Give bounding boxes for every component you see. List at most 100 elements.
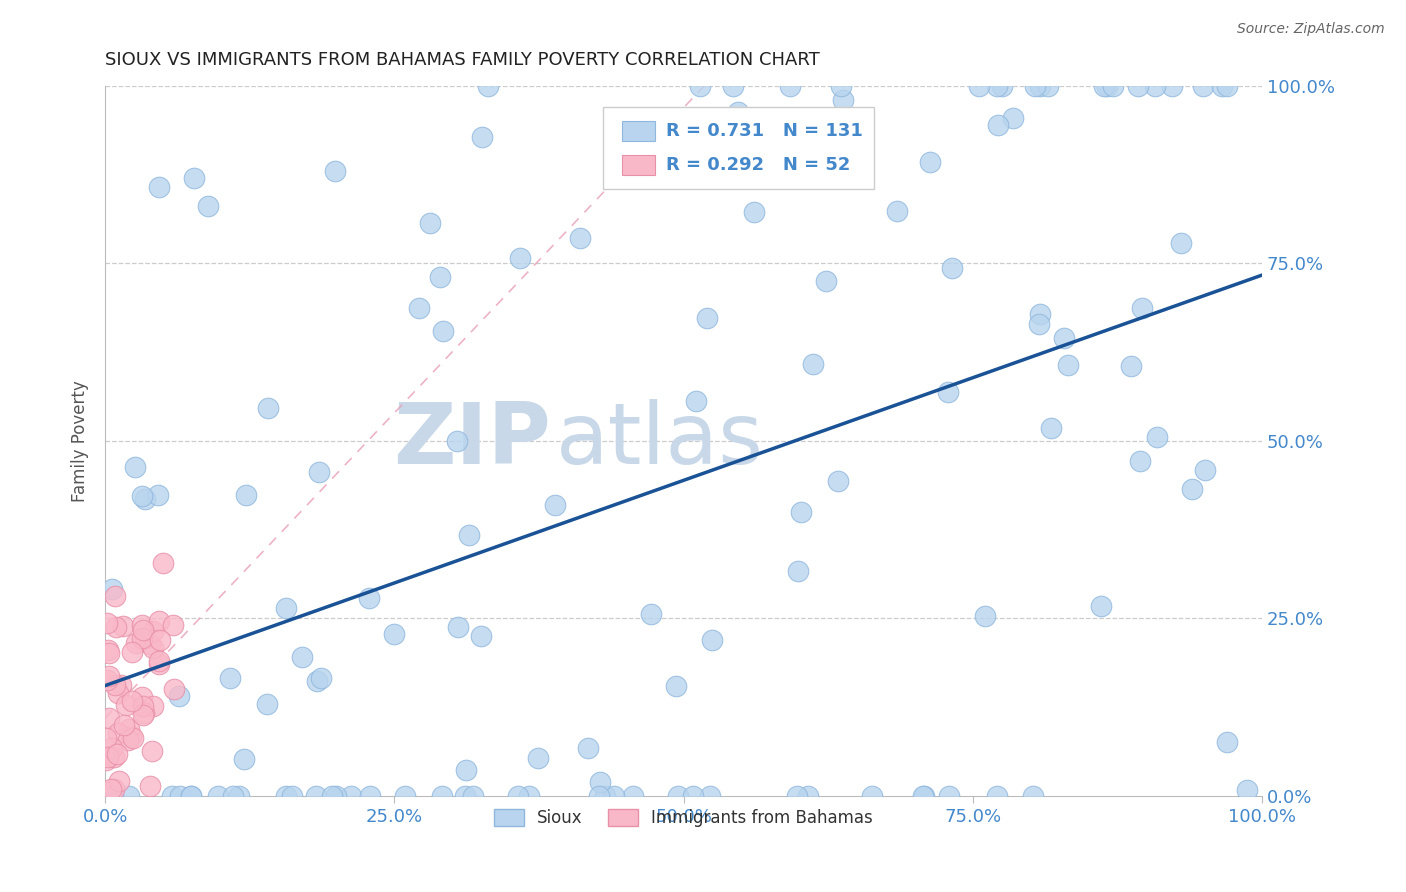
- Point: [457, 527, 479, 541]
- Point: [454, 789, 477, 803]
- Point: [827, 474, 849, 488]
- Point: [801, 358, 824, 372]
- Point: [149, 632, 172, 647]
- Point: [96, 615, 118, 630]
- Point: [987, 118, 1010, 132]
- Point: [228, 789, 250, 803]
- Point: [938, 384, 960, 399]
- Point: [131, 698, 153, 713]
- Point: [1129, 454, 1152, 468]
- Point: [307, 673, 329, 688]
- Point: [886, 203, 908, 218]
- Point: [665, 679, 688, 693]
- Point: [430, 789, 453, 803]
- Point: [938, 789, 960, 803]
- Point: [1194, 463, 1216, 477]
- Point: [139, 637, 162, 651]
- Point: [779, 78, 801, 93]
- Point: [666, 789, 689, 803]
- Point: [112, 618, 135, 632]
- Point: [419, 216, 441, 230]
- Point: [148, 654, 170, 668]
- Point: [920, 154, 942, 169]
- Point: [219, 671, 242, 685]
- Point: [860, 789, 883, 803]
- Point: [167, 689, 190, 703]
- Point: [786, 789, 808, 803]
- Point: [132, 706, 155, 720]
- Point: [527, 751, 550, 765]
- Point: [509, 251, 531, 265]
- Point: [1216, 735, 1239, 749]
- Point: [96, 643, 118, 657]
- Point: [640, 607, 662, 621]
- Point: [112, 718, 135, 732]
- Point: [517, 789, 540, 803]
- Point: [232, 752, 254, 766]
- Point: [280, 789, 302, 803]
- Point: [207, 789, 229, 803]
- Point: [744, 205, 766, 219]
- Point: [702, 632, 724, 647]
- Point: [1022, 789, 1045, 803]
- Point: [180, 789, 202, 803]
- Point: [568, 231, 591, 245]
- Point: [506, 789, 529, 803]
- Point: [134, 632, 156, 646]
- Point: [257, 401, 280, 416]
- Point: [1130, 301, 1153, 316]
- Point: [912, 789, 935, 803]
- Point: [1028, 317, 1050, 331]
- Point: [721, 78, 744, 93]
- Point: [120, 729, 142, 743]
- Point: [103, 750, 125, 764]
- Point: [588, 789, 610, 803]
- Point: [325, 789, 347, 803]
- Point: [1024, 78, 1046, 93]
- Point: [235, 488, 257, 502]
- Point: [1160, 78, 1182, 93]
- Point: [308, 465, 330, 479]
- Point: [789, 505, 811, 519]
- Point: [446, 434, 468, 448]
- Point: [162, 789, 184, 803]
- Point: [359, 789, 381, 803]
- Point: [148, 614, 170, 628]
- Point: [132, 623, 155, 637]
- Point: [110, 678, 132, 692]
- Point: [1029, 307, 1052, 321]
- Point: [991, 78, 1014, 93]
- Point: [304, 789, 326, 803]
- Point: [689, 78, 711, 93]
- Text: ZIP: ZIP: [392, 400, 551, 483]
- Point: [274, 601, 297, 615]
- Point: [1191, 78, 1213, 93]
- Point: [197, 199, 219, 213]
- Point: [967, 78, 990, 93]
- Point: [169, 789, 191, 803]
- Point: [274, 789, 297, 803]
- Point: [1053, 331, 1076, 345]
- Point: [1126, 78, 1149, 93]
- Point: [97, 710, 120, 724]
- Point: [357, 591, 380, 605]
- Point: [986, 789, 1008, 803]
- Point: [727, 105, 749, 120]
- Point: [830, 78, 852, 93]
- Point: [1038, 78, 1060, 93]
- Point: [321, 789, 343, 803]
- Point: [470, 629, 492, 643]
- Point: [446, 620, 468, 634]
- Point: [131, 631, 153, 645]
- Point: [1095, 78, 1118, 93]
- Point: [974, 609, 997, 624]
- Text: SIOUX VS IMMIGRANTS FROM BAHAMAS FAMILY POVERTY CORRELATION CHART: SIOUX VS IMMIGRANTS FROM BAHAMAS FAMILY …: [105, 51, 820, 69]
- Point: [97, 750, 120, 764]
- FancyBboxPatch shape: [623, 121, 655, 141]
- Point: [107, 685, 129, 699]
- Point: [139, 779, 162, 793]
- Point: [786, 565, 808, 579]
- Text: R = 0.292   N = 52: R = 0.292 N = 52: [666, 156, 851, 174]
- Point: [470, 130, 492, 145]
- Point: [162, 617, 184, 632]
